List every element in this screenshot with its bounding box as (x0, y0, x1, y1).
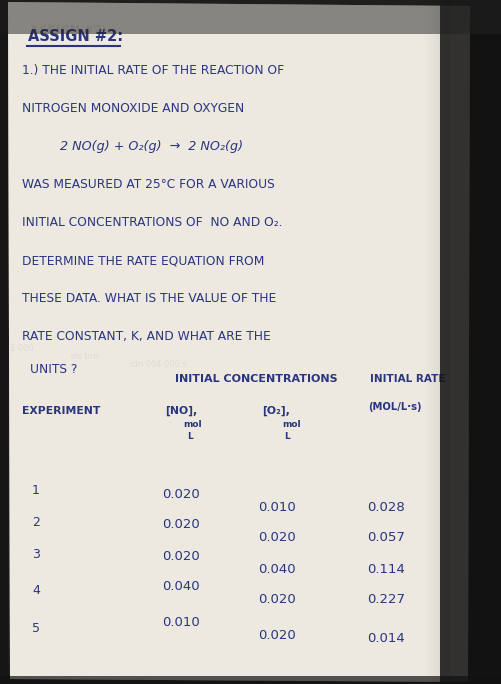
Text: 0.020: 0.020 (258, 531, 295, 544)
Text: 0.114: 0.114 (366, 563, 404, 576)
FancyBboxPatch shape (439, 0, 501, 684)
Bar (434, 0, 437, 684)
Text: 0.020: 0.020 (258, 593, 295, 606)
Text: 5: 5 (32, 622, 40, 635)
Polygon shape (8, 2, 469, 682)
Bar (440, 0, 443, 684)
Bar (446, 0, 449, 684)
Text: 0.057: 0.057 (366, 531, 404, 544)
Text: 0.020: 0.020 (162, 550, 199, 563)
Text: ASSIGN #2:: ASSIGN #2: (28, 29, 123, 44)
Text: 0.028: 0.028 (366, 501, 404, 514)
Text: L: L (187, 432, 192, 441)
Text: UNITS ?: UNITS ? (30, 363, 77, 376)
Bar (441, 0, 444, 684)
Text: idn 004 000 s: idn 004 000 s (130, 360, 186, 369)
Text: 0.020: 0.020 (258, 629, 295, 642)
Text: 1: 1 (32, 484, 40, 497)
Bar (422, 0, 425, 684)
Text: 1.) THE INITIAL RATE OF THE REACTION OF: 1.) THE INITIAL RATE OF THE REACTION OF (22, 64, 284, 77)
Bar (447, 0, 450, 684)
Text: DETERMINE THE RATE EQUATION FROM: DETERMINE THE RATE EQUATION FROM (22, 254, 264, 267)
Text: mol: mol (282, 420, 300, 429)
Text: 0.020: 0.020 (162, 518, 199, 531)
Bar (424, 0, 427, 684)
Text: 2: 2 (32, 516, 40, 529)
Text: 2 NO(g) + O₂(g)  →  2 NO₂(g): 2 NO(g) + O₂(g) → 2 NO₂(g) (60, 140, 242, 153)
Bar (428, 0, 431, 684)
Text: 0.014: 0.014 (366, 632, 404, 645)
Text: mol: mol (183, 420, 201, 429)
Text: 0.040: 0.040 (162, 580, 199, 593)
Text: WAS MEASURED AT 25°C FOR A VARIOUS: WAS MEASURED AT 25°C FOR A VARIOUS (22, 178, 274, 191)
Text: 0.040: 0.040 (258, 563, 295, 576)
Bar (436, 0, 438, 684)
Bar (430, 0, 433, 684)
Text: NITROGEN MONOXIDE AND OXYGEN: NITROGEN MONOXIDE AND OXYGEN (22, 102, 244, 115)
Bar (427, 0, 430, 684)
Text: [O₂],: [O₂], (262, 406, 289, 417)
Text: INITIAL CONCENTRATIONS: INITIAL CONCENTRATIONS (175, 374, 337, 384)
Bar (419, 0, 422, 684)
Text: als bro: als bro (70, 352, 98, 361)
Text: 0.010: 0.010 (258, 501, 295, 514)
Bar (444, 0, 447, 684)
Bar (433, 0, 436, 684)
Text: [NO],: [NO], (165, 406, 197, 417)
FancyBboxPatch shape (0, 0, 8, 684)
Text: INITIAL RATE: INITIAL RATE (369, 374, 444, 384)
FancyBboxPatch shape (0, 0, 501, 34)
Text: 0.010: 0.010 (162, 616, 199, 629)
Text: ASSIGN #2:: ASSIGN #2: (30, 24, 106, 37)
Text: 1 000: 1 000 (10, 344, 34, 353)
Text: 3: 3 (32, 548, 40, 561)
Text: 4: 4 (32, 584, 40, 597)
Bar (421, 0, 424, 684)
Text: 0.227: 0.227 (366, 593, 404, 606)
Text: THESE DATA. WHAT IS THE VALUE OF THE: THESE DATA. WHAT IS THE VALUE OF THE (22, 292, 276, 305)
Text: 0.020: 0.020 (162, 488, 199, 501)
Bar (437, 0, 440, 684)
Text: INITIAL CONCENTRATIONS OF  NO AND O₂.: INITIAL CONCENTRATIONS OF NO AND O₂. (22, 216, 282, 229)
Bar (431, 0, 434, 684)
Bar (425, 0, 428, 684)
Text: L: L (284, 432, 289, 441)
Text: RATE CONSTANT, K, AND WHAT ARE THE: RATE CONSTANT, K, AND WHAT ARE THE (22, 330, 270, 343)
Bar (438, 0, 441, 684)
FancyBboxPatch shape (0, 676, 501, 684)
Polygon shape (8, 2, 469, 682)
Text: EXPERIMENT: EXPERIMENT (22, 406, 100, 416)
Text: (MOL/L·s): (MOL/L·s) (367, 402, 421, 412)
Bar (443, 0, 446, 684)
